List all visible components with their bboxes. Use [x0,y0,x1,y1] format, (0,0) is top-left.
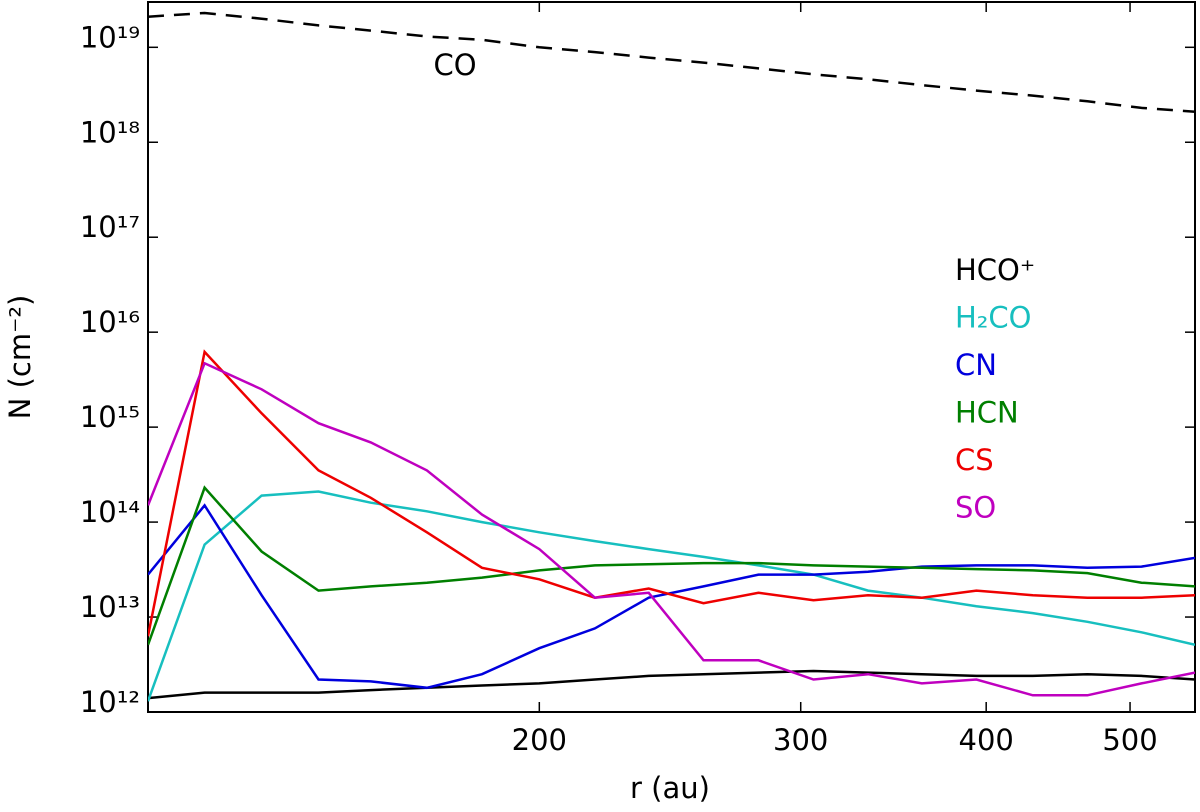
legend-label: SO [955,491,996,525]
line [148,669,1195,700]
y-tick-label: 10¹³ [80,590,140,624]
x-tick-label: 500 [1102,723,1157,757]
y-tick-label: 10¹⁷ [80,210,140,244]
legend-label: CS [955,443,994,477]
y-tick-label: 10¹⁴ [80,495,140,529]
legend-label: HCN [955,396,1019,430]
line [148,490,1195,702]
y-tick-label: 10¹⁹ [80,20,140,54]
plot-frame [147,1,1196,713]
line [148,11,1195,113]
y-tick-label: 10¹² [80,685,140,719]
y-tick-label: 10¹⁸ [80,115,140,149]
x-tick-label: 200 [512,723,567,757]
line [148,503,1195,690]
line [148,361,1195,697]
x-axis-label: r (au) [630,771,710,805]
x-tick-label: 400 [959,723,1014,757]
line [148,349,1195,637]
legend-label: H₂CO [955,301,1032,335]
x-tick-label: 300 [773,723,828,757]
y-tick-label: 10¹⁶ [80,305,140,339]
line [148,485,1195,646]
legend-label: CN [955,348,997,382]
y-tick-label: 10¹⁵ [80,400,140,434]
annotation: CO [433,48,476,82]
y-axis-label: N (cm⁻²) [3,295,37,420]
legend-label: HCO⁺ [955,253,1035,287]
